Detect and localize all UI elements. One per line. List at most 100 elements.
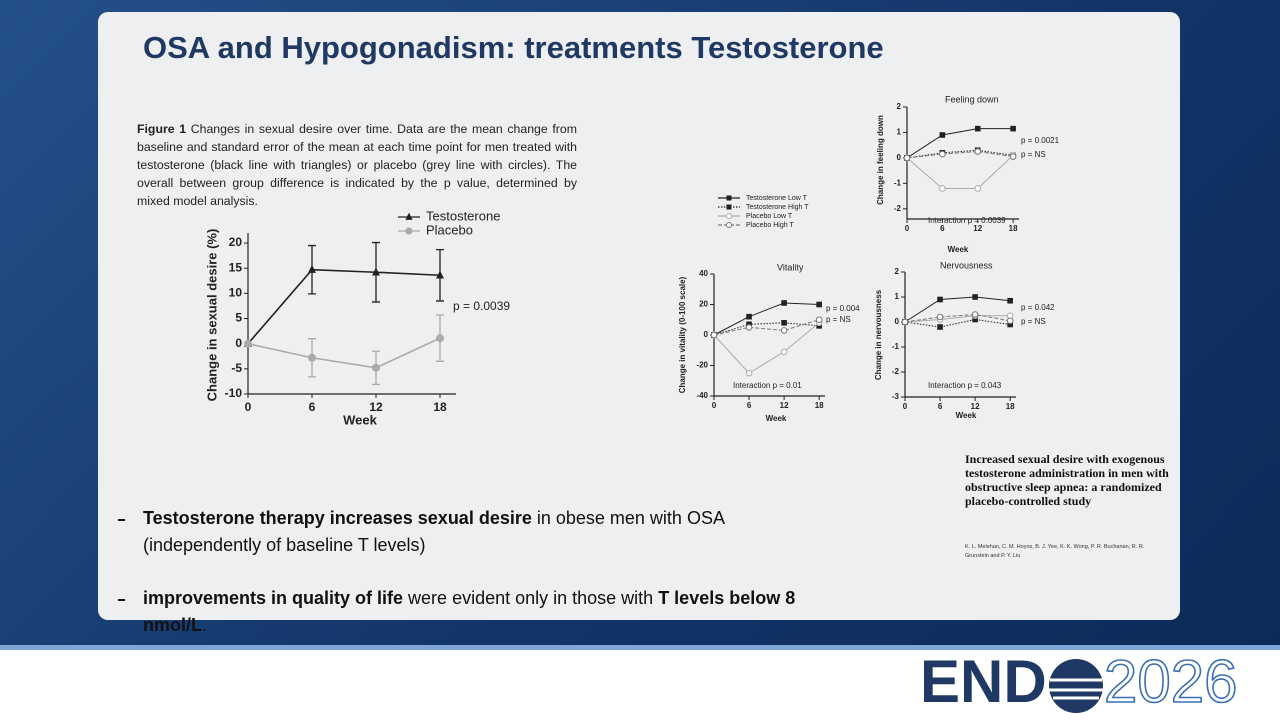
x-tick-label: 12: [780, 401, 789, 410]
annotation: p = NS: [826, 315, 851, 324]
x-tick-label: 0: [905, 224, 910, 233]
x-axis-label: Week: [948, 245, 969, 254]
x-tick-label: 0: [245, 400, 252, 414]
text-run: improvements in quality of life: [143, 588, 404, 608]
x-axis-label: Week: [766, 414, 787, 423]
y-tick-label: 0: [235, 336, 242, 350]
marker: [972, 316, 978, 323]
text-run: Testosterone therapy increases sexual de…: [143, 508, 532, 528]
bullet: improvements in quality of life were evi…: [143, 585, 823, 639]
marker: [780, 348, 788, 356]
marker: [937, 324, 943, 330]
bullet-marker: [118, 519, 125, 521]
series-line: [247, 268, 441, 345]
y-tick-label: -3: [892, 392, 900, 401]
annotation: p = 0.0021: [1021, 136, 1060, 145]
marker: [372, 267, 380, 276]
marker: [436, 270, 444, 279]
marker: [1007, 321, 1013, 328]
series-line: [906, 151, 1014, 159]
annotation: p = 0.042: [1021, 303, 1055, 312]
marker: [745, 324, 753, 331]
marker: [726, 204, 732, 210]
chart-title: Nervousness: [940, 260, 993, 270]
logo-year: 2026: [1104, 648, 1237, 715]
text-run: T levels below 8 nmol/L: [143, 588, 796, 635]
marker: [780, 327, 788, 334]
slide-title: OSA and Hypogonadism: treatments Testost…: [143, 30, 884, 65]
marker: [746, 313, 752, 320]
x-tick-label: 18: [815, 401, 824, 410]
y-tick-label: 0: [897, 153, 902, 162]
y-tick-label: 0: [895, 317, 900, 326]
marker: [816, 301, 822, 308]
legend-label: Placebo: [426, 222, 473, 237]
x-tick-label: 6: [940, 224, 945, 233]
logo-text: END: [920, 648, 1047, 715]
marker: [1009, 153, 1017, 160]
text-run: .: [202, 615, 208, 635]
y-axis-label: Change in vitality (0-100 scale): [678, 276, 687, 393]
marker: [937, 296, 943, 303]
y-tick-label: 1: [895, 292, 900, 301]
bullet: Testosterone therapy increases sexual de…: [143, 505, 823, 559]
y-axis-label: Change in feeling down: [876, 115, 885, 205]
bullet-marker: [118, 599, 125, 601]
marker: [308, 353, 316, 362]
y-tick-label: -20: [696, 361, 708, 370]
marker: [1007, 297, 1013, 304]
y-tick-label: 1: [897, 128, 902, 137]
text-run: were evident only in those with: [403, 588, 659, 608]
annotation: Interaction p = 0.043: [928, 381, 1002, 390]
legend-label: Testosterone High T: [746, 204, 809, 211]
y-tick-label: 2: [897, 102, 902, 111]
citation-authors: K. L. Melehan, C. M. Hoyos, B. J. Yee, K…: [965, 544, 1145, 559]
x-axis-label: Week: [343, 412, 377, 427]
logo-globe: [1049, 659, 1103, 713]
marker: [1006, 317, 1014, 325]
y-tick-label: 5: [235, 311, 242, 325]
annotation: Interaction p = 0.0039: [928, 216, 1006, 225]
y-tick-label: -1: [892, 342, 900, 351]
marker: [725, 212, 733, 220]
x-tick-label: 6: [309, 400, 316, 414]
legend-label: Testosterone Low T: [746, 195, 808, 202]
y-tick-label: -2: [894, 204, 902, 213]
annotation: p = NS: [1021, 317, 1046, 326]
series-line: [906, 154, 1014, 189]
y-tick-label: -2: [892, 367, 900, 376]
x-tick-label: 12: [369, 400, 383, 414]
legend-label: Placebo High T: [746, 222, 794, 229]
x-tick-label: 18: [1009, 224, 1018, 233]
y-axis-label: Change in sexual desire (%): [204, 229, 219, 402]
marker: [939, 150, 946, 158]
marker: [726, 195, 732, 201]
annotation: p = NS: [1021, 150, 1046, 159]
legend-label: Testosterone: [426, 208, 500, 223]
marker: [974, 125, 981, 132]
marker: [308, 264, 316, 273]
marker: [436, 334, 444, 343]
marker: [1010, 125, 1016, 132]
annotation: Interaction p = 0.01: [733, 381, 802, 390]
marker: [781, 320, 787, 326]
y-tick-label: -5: [231, 361, 242, 375]
series-line: [713, 322, 820, 336]
marker: [936, 313, 944, 321]
text-run: in obese men with OSA (independently of …: [143, 508, 724, 555]
legend-label: Placebo Low T: [746, 213, 793, 220]
series-line: [904, 315, 1011, 323]
chart-title: Feeling down: [945, 94, 999, 104]
annotation: p = 0.004: [826, 304, 860, 313]
x-tick-label: 12: [971, 402, 980, 411]
series-line: [906, 128, 1014, 159]
marker: [972, 294, 978, 300]
x-tick-label: 0: [712, 401, 717, 410]
y-tick-label: 20: [229, 235, 243, 249]
y-tick-label: -1: [894, 178, 902, 187]
marker: [710, 331, 718, 339]
y-tick-label: 40: [699, 269, 708, 278]
series-line: [713, 319, 820, 336]
